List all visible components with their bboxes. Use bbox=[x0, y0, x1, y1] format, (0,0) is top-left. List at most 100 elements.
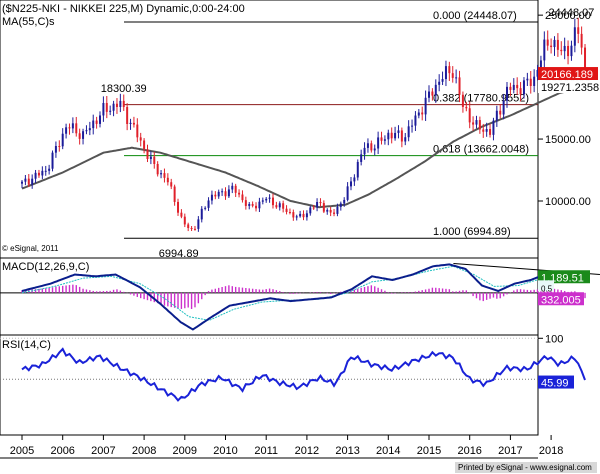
price-y-tick-label: 15000.00 bbox=[545, 134, 591, 146]
candle-up bbox=[536, 69, 539, 77]
candle-down bbox=[472, 122, 475, 125]
candle-down bbox=[556, 39, 559, 50]
candle-up bbox=[278, 203, 281, 208]
macd-last-tag: 1.189.51 bbox=[538, 270, 590, 284]
candle-down bbox=[139, 137, 142, 141]
fib-label-0-382: 0.382 (17780.9552) bbox=[433, 93, 529, 105]
candle-up bbox=[366, 143, 369, 148]
candle-up bbox=[485, 129, 488, 132]
candle-down bbox=[478, 120, 481, 130]
candle-up bbox=[563, 45, 566, 52]
candle-up bbox=[363, 147, 366, 155]
candle-up bbox=[336, 206, 339, 214]
candle-up bbox=[227, 189, 230, 197]
candle-down bbox=[465, 106, 468, 109]
candle-up bbox=[512, 84, 515, 90]
candle-up bbox=[85, 130, 88, 132]
candle-layer bbox=[21, 17, 587, 232]
annotation-6994-89: 6994.89 bbox=[159, 248, 199, 260]
candle-up bbox=[377, 137, 380, 149]
rsi-tag-background bbox=[538, 375, 574, 389]
candle-down bbox=[482, 129, 485, 132]
candle-down bbox=[95, 120, 98, 124]
candle-up bbox=[34, 172, 37, 179]
candle-down bbox=[143, 140, 146, 150]
candle-up bbox=[356, 161, 359, 178]
candle-down bbox=[187, 224, 190, 228]
candle-up bbox=[99, 115, 102, 124]
candle-up bbox=[326, 209, 329, 212]
candle-down bbox=[275, 205, 278, 208]
price-y-tick-label: 10000.00 bbox=[545, 196, 591, 208]
candle-down bbox=[251, 204, 254, 206]
candle-down bbox=[27, 178, 30, 185]
candle-down bbox=[122, 100, 125, 108]
ma55-line bbox=[21, 85, 586, 209]
candle-down bbox=[546, 39, 549, 46]
x-tick-label: 2015 bbox=[417, 445, 441, 457]
rsi-y-tick-label: 100 bbox=[545, 333, 563, 345]
rsi-line bbox=[21, 347, 586, 402]
candle-up bbox=[455, 77, 458, 79]
candle-up bbox=[387, 132, 390, 140]
candle-down bbox=[224, 191, 227, 197]
candle-up bbox=[394, 132, 397, 139]
candle-up bbox=[349, 181, 352, 187]
x-axis-ticks: 2005 2006 2007 2008 2009 2010 2011 2012 2013 2014… bbox=[10, 435, 563, 457]
candle-down bbox=[180, 212, 183, 217]
candle-down bbox=[302, 213, 305, 218]
candle-down bbox=[322, 203, 325, 212]
rsi-last-tag: 45.99 bbox=[538, 375, 574, 390]
candle-up bbox=[360, 154, 363, 162]
annotation-18300-39: 18300.39 bbox=[101, 83, 147, 95]
signal-last-tag: 0.5 bbox=[538, 280, 554, 293]
candle-down bbox=[105, 102, 108, 112]
candle-up bbox=[343, 199, 346, 204]
candle-up bbox=[346, 186, 349, 200]
candle-down bbox=[177, 201, 180, 213]
candle-down bbox=[567, 45, 570, 57]
x-tick-label: 2007 bbox=[91, 445, 115, 457]
candle-down bbox=[489, 129, 492, 135]
x-tick-label: 2011 bbox=[254, 445, 278, 457]
candle-down bbox=[421, 112, 424, 115]
x-tick-label: 2012 bbox=[295, 445, 319, 457]
candle-up bbox=[373, 148, 376, 151]
hist-tag-background bbox=[538, 292, 584, 306]
candle-up bbox=[434, 84, 437, 96]
candle-up bbox=[526, 78, 529, 81]
candle-down bbox=[163, 173, 166, 178]
candle-down bbox=[560, 49, 563, 52]
candle-down bbox=[58, 145, 61, 147]
candle-up bbox=[221, 191, 224, 193]
candle-down bbox=[448, 66, 451, 74]
x-tick-label: 2009 bbox=[173, 445, 197, 457]
candle-up bbox=[268, 197, 271, 199]
candle-up bbox=[441, 79, 444, 82]
x-tick-label: 2014 bbox=[376, 445, 400, 457]
candle-down bbox=[458, 77, 461, 95]
candle-up bbox=[299, 213, 302, 217]
hist-tag-text: 332.005 bbox=[541, 294, 581, 306]
candle-up bbox=[200, 208, 203, 220]
candle-up bbox=[495, 110, 498, 121]
candle-up bbox=[417, 112, 420, 116]
candle-up bbox=[129, 122, 132, 124]
candle-down bbox=[319, 201, 322, 204]
candle-up bbox=[149, 156, 152, 160]
candle-down bbox=[461, 94, 464, 107]
price-last-tag: 20166.189 bbox=[538, 67, 598, 81]
candle-up bbox=[24, 178, 27, 182]
price-tag-text: 20166.189 bbox=[541, 69, 593, 81]
candle-down bbox=[255, 205, 258, 209]
candle-up bbox=[31, 178, 34, 185]
candle-up bbox=[414, 115, 417, 126]
x-tick-label: 2013 bbox=[335, 445, 359, 457]
candle-up bbox=[21, 181, 23, 184]
signal-tag-background bbox=[538, 280, 554, 292]
candle-up bbox=[570, 45, 573, 57]
x-tick-label: 2017 bbox=[498, 445, 522, 457]
x-tick-label: 2005 bbox=[10, 445, 34, 457]
candle-down bbox=[370, 143, 373, 151]
candle-up bbox=[71, 123, 74, 129]
